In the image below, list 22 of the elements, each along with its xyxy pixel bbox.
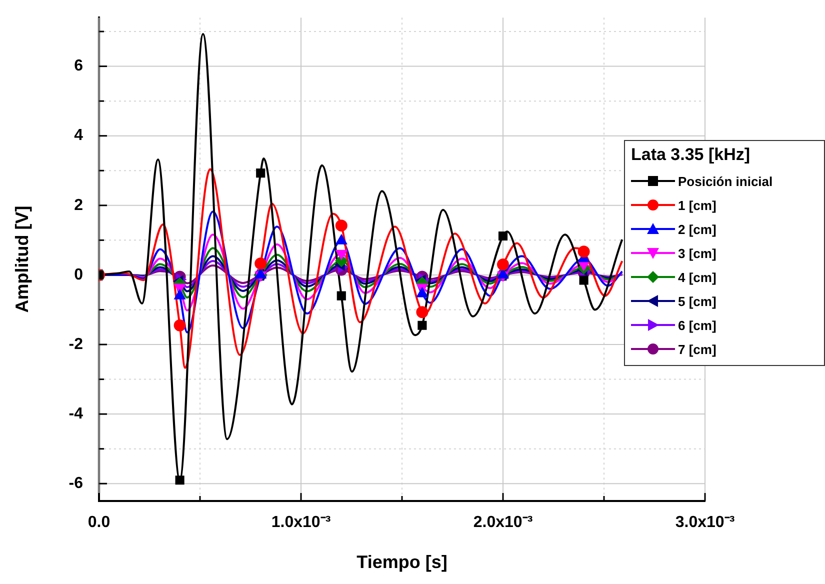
legend-label: 6 [cm] bbox=[678, 318, 716, 332]
y-tick-label: 6 bbox=[74, 58, 84, 75]
legend-title: Lata 3.35 [kHz] bbox=[631, 145, 752, 165]
legend-label: 1 [cm] bbox=[678, 198, 716, 212]
x-tick-label: 1.0x10⁻³ bbox=[271, 514, 331, 532]
y-axis-title: Amplitud [V] bbox=[12, 206, 32, 313]
legend-label: 4 [cm] bbox=[678, 270, 716, 284]
y-tick-label: 4 bbox=[74, 127, 84, 144]
x-tick-label: 2.0x10⁻³ bbox=[473, 514, 533, 532]
y-tick-label: -4 bbox=[68, 405, 84, 422]
legend-label: 5 [cm] bbox=[678, 294, 716, 308]
y-tick-label: 2 bbox=[74, 196, 84, 214]
legend-label: 3 [cm] bbox=[678, 246, 716, 260]
legend-label: Posición inicial bbox=[678, 174, 773, 188]
legend-label: 7 [cm] bbox=[678, 342, 716, 356]
x-tick-label: 3.0x10⁻³ bbox=[675, 514, 735, 532]
y-tick-label: -2 bbox=[68, 336, 84, 353]
x-tick-label: 0.0 bbox=[88, 514, 110, 532]
y-tick-label: -6 bbox=[68, 475, 84, 492]
y-tick-label: 0 bbox=[74, 266, 84, 284]
legend-label: 2 [cm] bbox=[678, 222, 716, 236]
x-axis-title: Tiempo [s] bbox=[356, 552, 448, 572]
